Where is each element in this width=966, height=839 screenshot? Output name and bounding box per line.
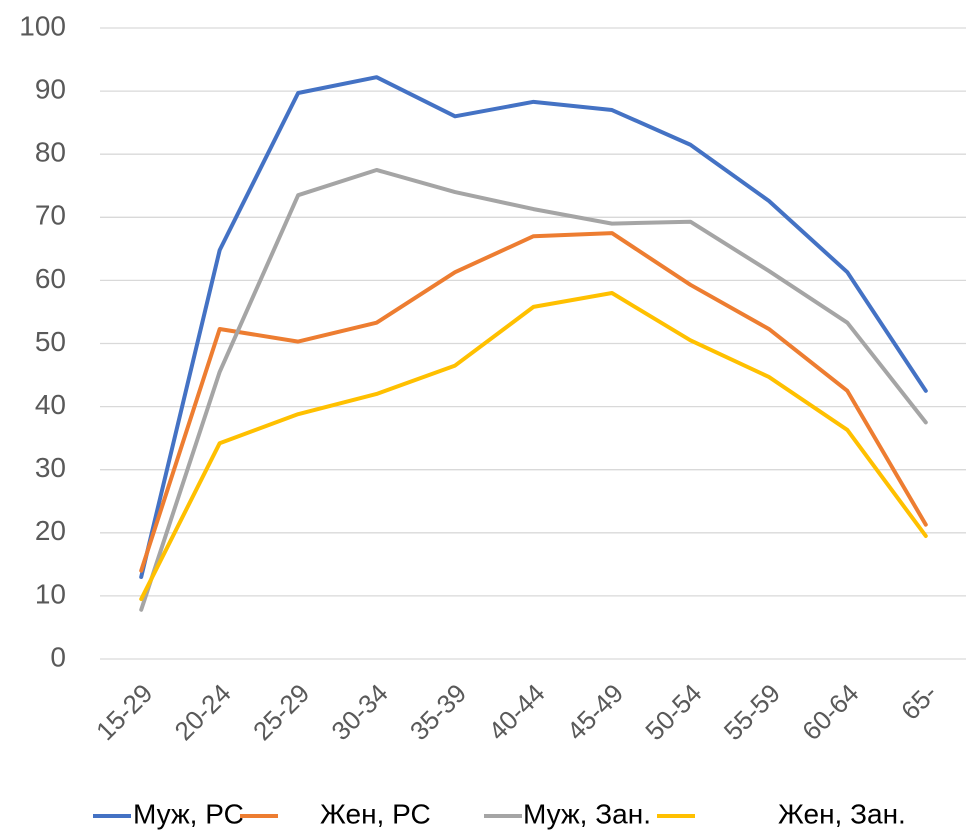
x-tick-label: 20-24 bbox=[169, 678, 237, 746]
legend-label: Муж, РС bbox=[133, 798, 244, 829]
y-tick-label: 70 bbox=[35, 200, 66, 231]
x-tick-label: 60-64 bbox=[796, 678, 864, 746]
y-tick-label: 0 bbox=[50, 641, 66, 672]
series-line bbox=[139, 167, 928, 612]
y-tick-label: 20 bbox=[35, 515, 66, 546]
series-line bbox=[139, 231, 928, 573]
series-line bbox=[139, 75, 928, 579]
legend-label: Муж, Зан. bbox=[523, 798, 651, 829]
y-tick-label: 30 bbox=[35, 452, 66, 483]
x-tick-label: 25-29 bbox=[247, 678, 315, 746]
x-tick-label: 40-44 bbox=[482, 678, 550, 746]
y-tick-label: 80 bbox=[35, 137, 66, 168]
y-tick-label: 90 bbox=[35, 73, 66, 104]
y-tick-label: 60 bbox=[35, 263, 66, 294]
x-tick-label: 30-34 bbox=[325, 678, 393, 746]
x-tick-label: 50-54 bbox=[639, 678, 707, 746]
legend-label: Жен, Зан. bbox=[778, 798, 906, 829]
y-tick-label: 40 bbox=[35, 389, 66, 420]
y-tick-label: 10 bbox=[35, 578, 66, 609]
x-tick-label: 15-29 bbox=[90, 678, 158, 746]
series-line bbox=[139, 291, 928, 602]
x-tick-label: 45-49 bbox=[561, 678, 629, 746]
x-tick-label: 35-39 bbox=[404, 678, 472, 746]
y-tick-label: 50 bbox=[35, 326, 66, 357]
y-tick-label: 100 bbox=[19, 10, 66, 41]
legend-label: Жен, РС bbox=[320, 798, 431, 829]
x-tick-label: 65- bbox=[895, 678, 943, 726]
x-tick-label: 55-59 bbox=[718, 678, 786, 746]
